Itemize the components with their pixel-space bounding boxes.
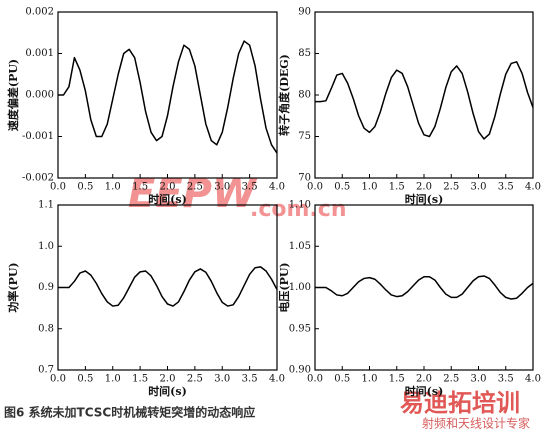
watermark: .com.cn [250,197,347,222]
x-tick-label: 1.5 [132,182,148,193]
y-axis-label: 电压(PU) [277,262,291,312]
x-tick-label: 4.0 [269,374,285,385]
y-tick-label: 70 [298,173,311,184]
x-tick-label: 4.0 [269,182,285,193]
y-tick-label: 0.9 [38,282,54,293]
x-axis-label: 时间(s) [148,192,187,206]
x-tick-label: 1.0 [105,182,121,193]
plot-frame [57,11,278,179]
y-tick-label: 1.00 [289,282,311,293]
y-tick-label: 1.10 [289,200,311,211]
x-tick-label: 3.5 [242,374,258,385]
y-tick-label: 1.1 [38,200,54,211]
x-tick-label: 2.5 [187,374,203,385]
x-tick-label: 2.5 [443,182,459,193]
y-tick-label: 75 [298,131,311,142]
watermark: EEPW [128,171,258,217]
x-tick-label: 0.5 [77,374,93,385]
x-tick-label: 3.0 [214,182,230,193]
x-tick-label: 0.5 [334,182,350,193]
x-tick-label: 4.0 [525,182,541,193]
y-tick-label: 1.0 [38,241,54,252]
x-tick-label: 0.5 [77,182,93,193]
x-tick-label: 1.5 [389,374,405,385]
x-tick-label: 1.0 [105,374,121,385]
y-tick-label: 0.8 [38,323,54,334]
x-tick-label: 2.0 [160,374,176,385]
y-tick-label: 85 [298,48,311,59]
watermark: 易迪拓培训 [400,389,520,417]
x-tick-label: 2.0 [416,182,432,193]
x-tick-label: 0.0 [50,374,66,385]
x-tick-label: 2.5 [187,182,203,193]
y-tick-label: -0.002 [22,173,54,184]
y-tick-label: 1.05 [289,241,311,252]
x-tick-label: 0.0 [307,374,323,385]
y-tick-label: 90 [298,7,311,18]
x-tick-label: 0.5 [334,374,350,385]
x-tick-label: 3.5 [498,182,514,193]
x-tick-label: 0.0 [307,182,323,193]
x-tick-label: 3.5 [498,374,514,385]
data-line [58,40,278,154]
x-tick-label: 2.0 [160,182,176,193]
x-tick-label: 2.0 [416,374,432,385]
y-axis-label: 转子角度(DEG) [277,54,291,136]
watermark: 射频和天线设计专家 [422,416,530,431]
x-axis-label: 时间(s) [405,192,444,206]
x-tick-label: 3.5 [242,182,258,193]
x-axis-label: 时间(s) [148,384,187,398]
data-line [315,61,534,140]
x-tick-label: 1.0 [362,182,378,193]
x-tick-label: 3.0 [471,374,487,385]
caption: 图6 系统未加TCSC时机械转矩突增的动态响应 [4,405,255,420]
x-tick-label: 1.5 [132,374,148,385]
x-tick-label: 3.0 [214,374,230,385]
y-tick-label: 0.001 [25,48,54,59]
x-axis-label: 时间(s) [405,384,444,398]
y-tick-label: 0.002 [25,7,54,18]
plot-frame [314,204,534,371]
data-line [315,275,534,300]
y-tick-label: -0.001 [22,131,54,142]
x-tick-label: 1.0 [362,374,378,385]
y-tick-label: 0.90 [289,365,311,376]
y-axis-label: 功率(PU) [6,262,20,312]
y-tick-label: 0.95 [289,323,311,334]
x-tick-label: 1.5 [389,182,405,193]
x-tick-label: 4.0 [525,374,541,385]
x-tick-label: 0.0 [50,182,66,193]
y-axis-label: 速度偏差(PU) [6,59,20,131]
x-tick-label: 2.5 [443,374,459,385]
data-line [58,266,278,307]
y-tick-label: 0.000 [25,90,54,101]
y-tick-label: 0.7 [38,365,54,376]
y-tick-label: 80 [298,90,311,101]
plot-frame [57,204,278,371]
x-tick-label: 3.0 [471,182,487,193]
